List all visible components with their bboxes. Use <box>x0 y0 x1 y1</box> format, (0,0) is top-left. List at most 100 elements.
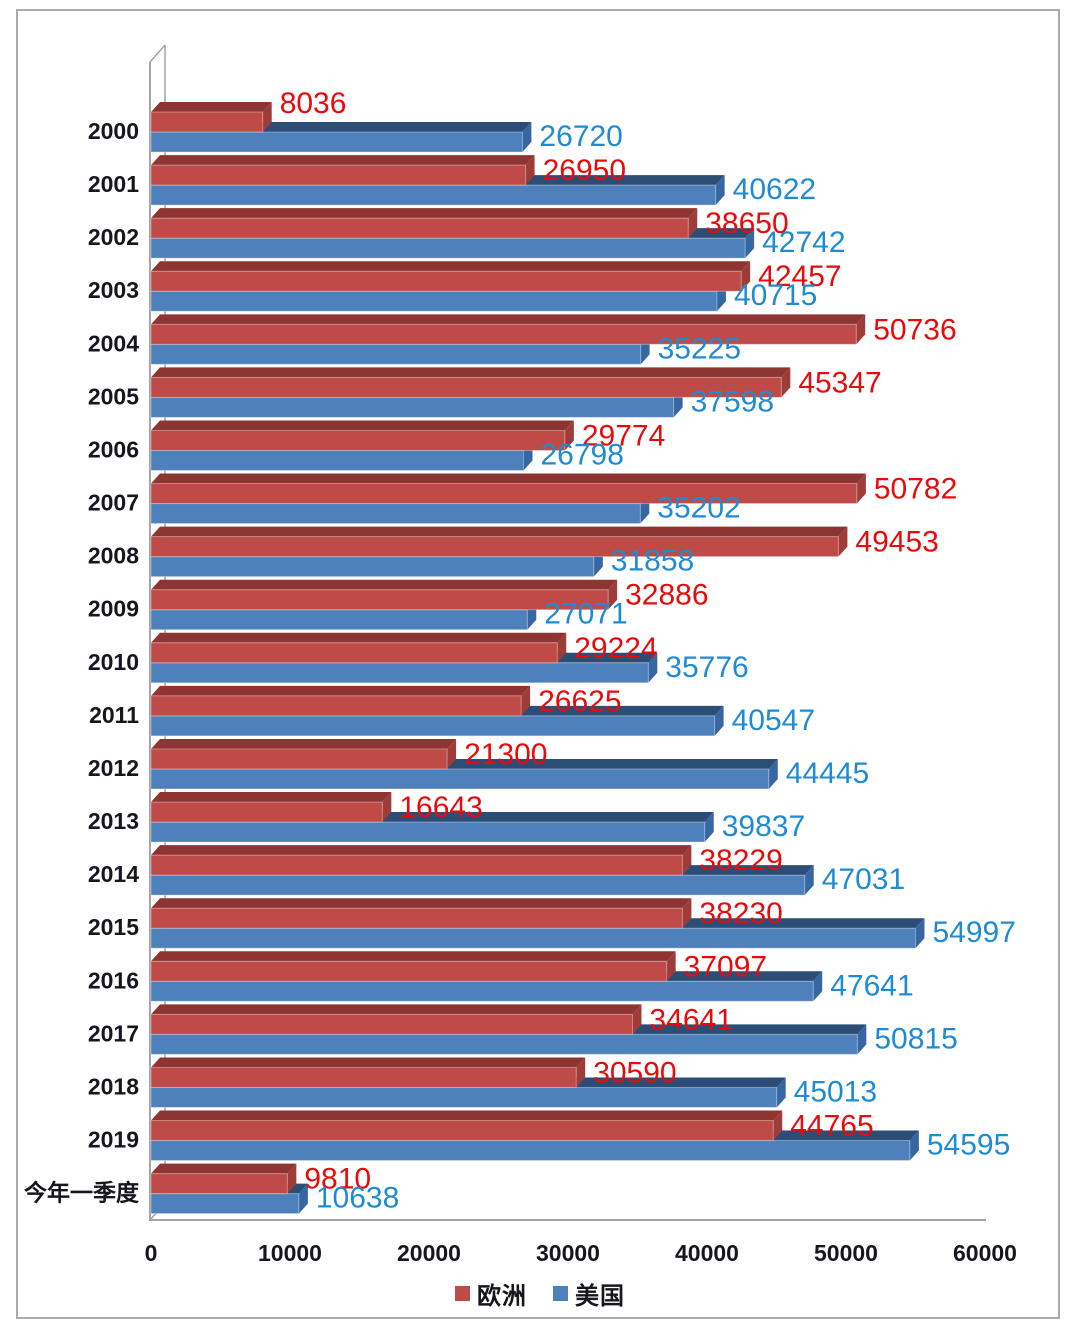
bar-usa-2006 <box>150 449 524 471</box>
legend-item-usa: 美国 <box>553 1276 625 1311</box>
bar-side-europe-2006 <box>564 420 574 451</box>
category-label-2010: 2010 <box>88 649 139 675</box>
category-label-2006: 2006 <box>88 436 139 462</box>
bar-side-europe-2018 <box>576 1057 586 1088</box>
bar-top-europe-2003 <box>151 261 751 272</box>
bar-europe-2009 <box>150 589 609 611</box>
value-label-usa-2013: 39837 <box>722 810 805 843</box>
value-label-usa-2015: 54997 <box>932 916 1015 949</box>
value-label-europe-2004: 50736 <box>873 313 956 346</box>
category-label-2019: 2019 <box>88 1127 139 1153</box>
x-tick-20000: 20000 <box>397 1240 461 1266</box>
bar-top-europe-2019 <box>151 1110 783 1121</box>
bar-side-usa-2016 <box>813 971 823 1002</box>
bar-top-europe-2017 <box>151 1004 642 1015</box>
x-tick-50000: 50000 <box>814 1240 878 1266</box>
category-label-2004: 2004 <box>88 330 139 356</box>
bar-side-usa-2017 <box>857 1024 867 1055</box>
value-label-europe-2011: 26625 <box>538 685 621 718</box>
value-label-europe-2019: 44765 <box>790 1110 873 1143</box>
x-tick-0: 0 <box>145 1240 158 1266</box>
bar-usa-2010 <box>150 662 649 684</box>
bar-usa-2000 <box>150 131 523 153</box>
category-label-2013: 2013 <box>88 808 139 834</box>
bar-side-usa-2019 <box>909 1130 919 1161</box>
legend-label-europe: 欧洲 <box>477 1283 527 1310</box>
bar-side-europe-2017 <box>632 1004 642 1035</box>
bar-usa-2014 <box>150 874 806 896</box>
bar-side-usa-今年一季度 <box>298 1183 308 1214</box>
value-label-europe-2009: 32886 <box>625 579 708 612</box>
bar-side-europe-2012 <box>447 738 457 769</box>
bar-europe-2000 <box>150 111 264 133</box>
bar-usa-今年一季度 <box>150 1193 300 1215</box>
value-label-usa-2009: 27071 <box>544 598 627 631</box>
value-label-usa-2006: 26798 <box>540 438 623 471</box>
bar-top-europe-2018 <box>151 1057 586 1068</box>
value-label-europe-2015: 38230 <box>699 897 782 930</box>
bar-side-europe-2005 <box>781 367 791 398</box>
category-label-2014: 2014 <box>88 861 139 887</box>
bar-top-europe-2005 <box>151 367 791 378</box>
x-tick-10000: 10000 <box>258 1240 322 1266</box>
category-label-2016: 2016 <box>88 967 139 993</box>
value-label-europe-2005: 45347 <box>798 366 881 399</box>
value-label-europe-2007: 50782 <box>874 473 957 506</box>
category-label-2015: 2015 <box>88 914 139 940</box>
category-label-2008: 2008 <box>88 543 139 569</box>
legend-item-europe: 欧洲 <box>455 1276 527 1311</box>
legend-label-usa: 美国 <box>575 1283 625 1310</box>
value-label-usa-2012: 44445 <box>786 757 869 790</box>
bar-europe-2012 <box>150 748 448 770</box>
bar-usa-2004 <box>150 343 642 365</box>
value-label-usa-2016: 47641 <box>830 969 913 1002</box>
bar-side-europe-2014 <box>682 845 692 876</box>
bar-top-europe-2008 <box>151 526 848 537</box>
value-label-europe-2008: 49453 <box>855 526 938 559</box>
value-label-europe-2014: 38229 <box>699 844 782 877</box>
value-label-usa-2005: 37598 <box>691 385 774 418</box>
axis-lines <box>149 62 986 1221</box>
bar-top-europe-2012 <box>151 738 457 749</box>
bar-side-europe-2004 <box>856 314 866 345</box>
bar-side-usa-2014 <box>804 865 814 896</box>
value-label-europe-今年一季度: 9810 <box>304 1163 371 1196</box>
value-label-usa-2001: 40622 <box>733 173 816 206</box>
bar-europe-2001 <box>150 164 527 186</box>
bar-side-europe-2010 <box>557 632 567 663</box>
x-tick-60000: 60000 <box>953 1240 1017 1266</box>
bar-europe-2016 <box>150 960 668 982</box>
bar-top-europe-2016 <box>151 951 676 962</box>
value-label-europe-2016: 37097 <box>684 950 767 983</box>
bar-side-europe-2000 <box>262 102 272 132</box>
category-label-2017: 2017 <box>88 1020 139 1046</box>
bar-side-europe-2015 <box>682 898 692 929</box>
bar-side-europe-2011 <box>521 685 531 716</box>
bar-europe-2014 <box>150 854 683 876</box>
bar-side-europe-2013 <box>382 792 392 823</box>
bar-usa-2019 <box>150 1140 911 1162</box>
bar-europe-2008 <box>150 536 839 558</box>
value-label-usa-2014: 47031 <box>822 863 905 896</box>
bar-europe-2003 <box>150 270 742 292</box>
bar-usa-2011 <box>150 715 716 737</box>
category-label-2002: 2002 <box>88 224 139 250</box>
value-label-usa-2010: 35776 <box>665 651 748 684</box>
legend-swatch-usa-icon <box>553 1286 568 1301</box>
bar-side-usa-2010 <box>648 652 658 683</box>
bar-top-europe-2013 <box>151 792 392 803</box>
bar-usa-2016 <box>150 980 814 1002</box>
bar-top-europe-2002 <box>151 208 698 219</box>
bar-top-europe-2007 <box>151 473 866 484</box>
bar-side-europe-2019 <box>773 1110 783 1141</box>
value-label-europe-2006: 29774 <box>582 419 665 452</box>
bar-usa-2015 <box>150 927 916 949</box>
value-label-usa-2003: 40715 <box>734 279 817 312</box>
bar-side-europe-今年一季度 <box>287 1163 297 1194</box>
category-label-2001: 2001 <box>88 171 139 197</box>
value-label-usa-今年一季度: 10638 <box>316 1182 399 1215</box>
bar-europe-2004 <box>150 323 857 345</box>
bar-top-europe-2000 <box>151 102 272 112</box>
value-label-usa-2008: 31858 <box>611 545 694 578</box>
